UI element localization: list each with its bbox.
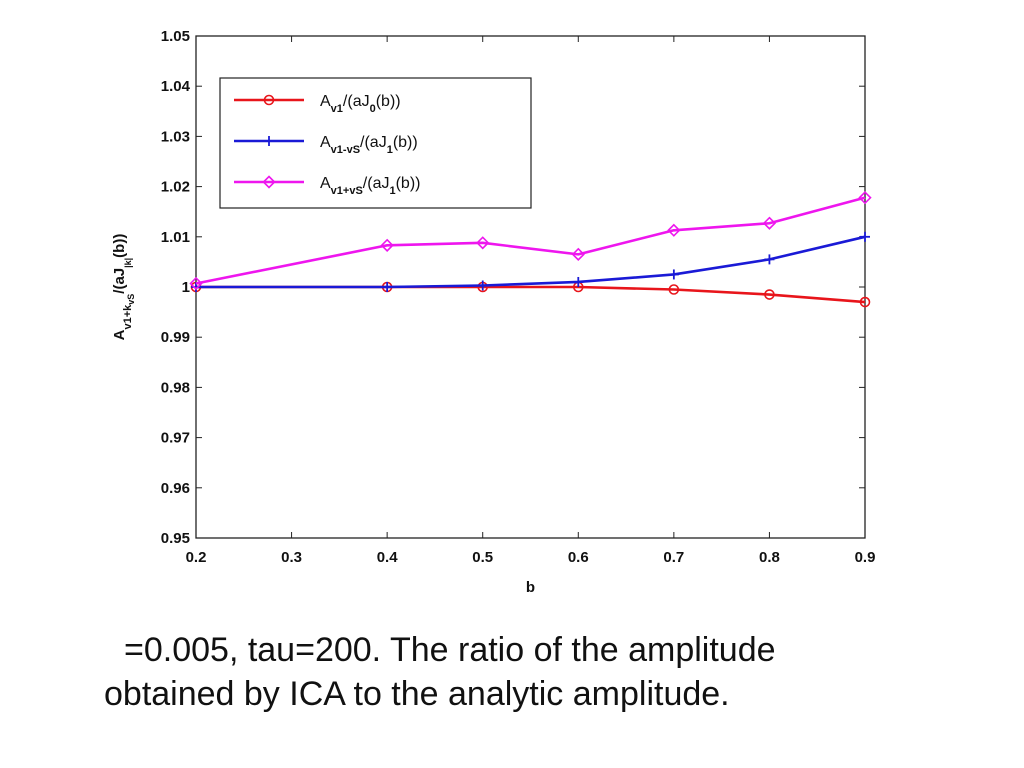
data-point <box>476 236 490 250</box>
legend-label: Av1/(aJ0(b)) <box>320 93 401 115</box>
y-tick-label: 0.96 <box>161 480 190 497</box>
data-point <box>762 216 777 230</box>
data-point <box>668 269 679 280</box>
data-point <box>573 276 584 287</box>
x-axis-label: b <box>526 579 535 596</box>
legend-entry: Av1-vS/(aJ1(b)) <box>234 134 418 156</box>
series-layer <box>189 191 872 308</box>
legend-entry: Av1+vS/(aJ1(b)) <box>234 175 420 197</box>
y-tick-label: 0.99 <box>161 329 190 346</box>
x-tick-label: 0.2 <box>186 549 207 566</box>
y-tick-label: 1 <box>182 279 190 296</box>
x-tick-label: 0.4 <box>377 549 399 566</box>
series-2 <box>191 231 870 292</box>
x-tick-label: 0.5 <box>472 549 493 566</box>
data-point <box>264 136 274 146</box>
data-point <box>189 276 203 291</box>
caption-line-2: obtained by ICA to the analytic amplitud… <box>104 675 730 713</box>
legend-label: Av1+vS/(aJ1(b)) <box>320 175 420 197</box>
data-point <box>477 280 488 291</box>
data-point <box>764 289 775 300</box>
chart: 0.2 0.3 0.4 0.5 0.6 0.7 0.8 0.9 0.95 0.96 0.97 0.98… <box>111 28 876 596</box>
y-tick-label: 1.04 <box>161 78 191 95</box>
data-point <box>668 284 680 295</box>
x-tick-label: 0.9 <box>855 549 876 566</box>
y-tick-label: 1.05 <box>161 28 190 45</box>
data-point <box>262 175 276 189</box>
data-point <box>263 94 275 106</box>
data-point <box>382 282 393 292</box>
y-tick-label: 1.02 <box>161 179 190 196</box>
caption-line-1: =0.005, tau=200. The ratio of the amplit… <box>124 631 776 669</box>
y-tick-label: 0.97 <box>161 430 190 447</box>
legend-label: Av1-vS/(aJ1(b)) <box>320 134 418 156</box>
legend: Av1/(aJ0(b)) Av1-vS/(aJ1(b)) Av1+vS/(aJ1(b… <box>219 77 532 209</box>
data-point <box>571 247 585 262</box>
data-point <box>860 231 870 242</box>
data-point <box>191 282 201 292</box>
y-tick-label: 1.01 <box>161 229 190 246</box>
x-tick-label: 0.3 <box>281 549 302 566</box>
y-tick-label: 0.98 <box>161 379 190 396</box>
data-point <box>859 296 871 308</box>
x-tick-label: 0.6 <box>568 549 589 566</box>
x-tick-label: 0.7 <box>663 549 684 566</box>
y-tick-label: 0.95 <box>161 530 190 547</box>
data-point <box>380 238 394 252</box>
series-line <box>195 196 866 285</box>
data-point <box>858 191 872 205</box>
series-3 <box>189 191 872 291</box>
y-tick-label: 1.03 <box>161 128 190 145</box>
y-axis-label: Av1+kvS/(aJ|k|(b)) <box>111 234 136 341</box>
legend-entry: Av1/(aJ0(b)) <box>234 93 401 115</box>
caption: =0.005, tau=200. The ratio of the amplit… <box>104 628 1004 716</box>
data-point <box>667 223 681 237</box>
x-tick-label: 0.8 <box>759 549 780 566</box>
data-point <box>764 254 775 265</box>
